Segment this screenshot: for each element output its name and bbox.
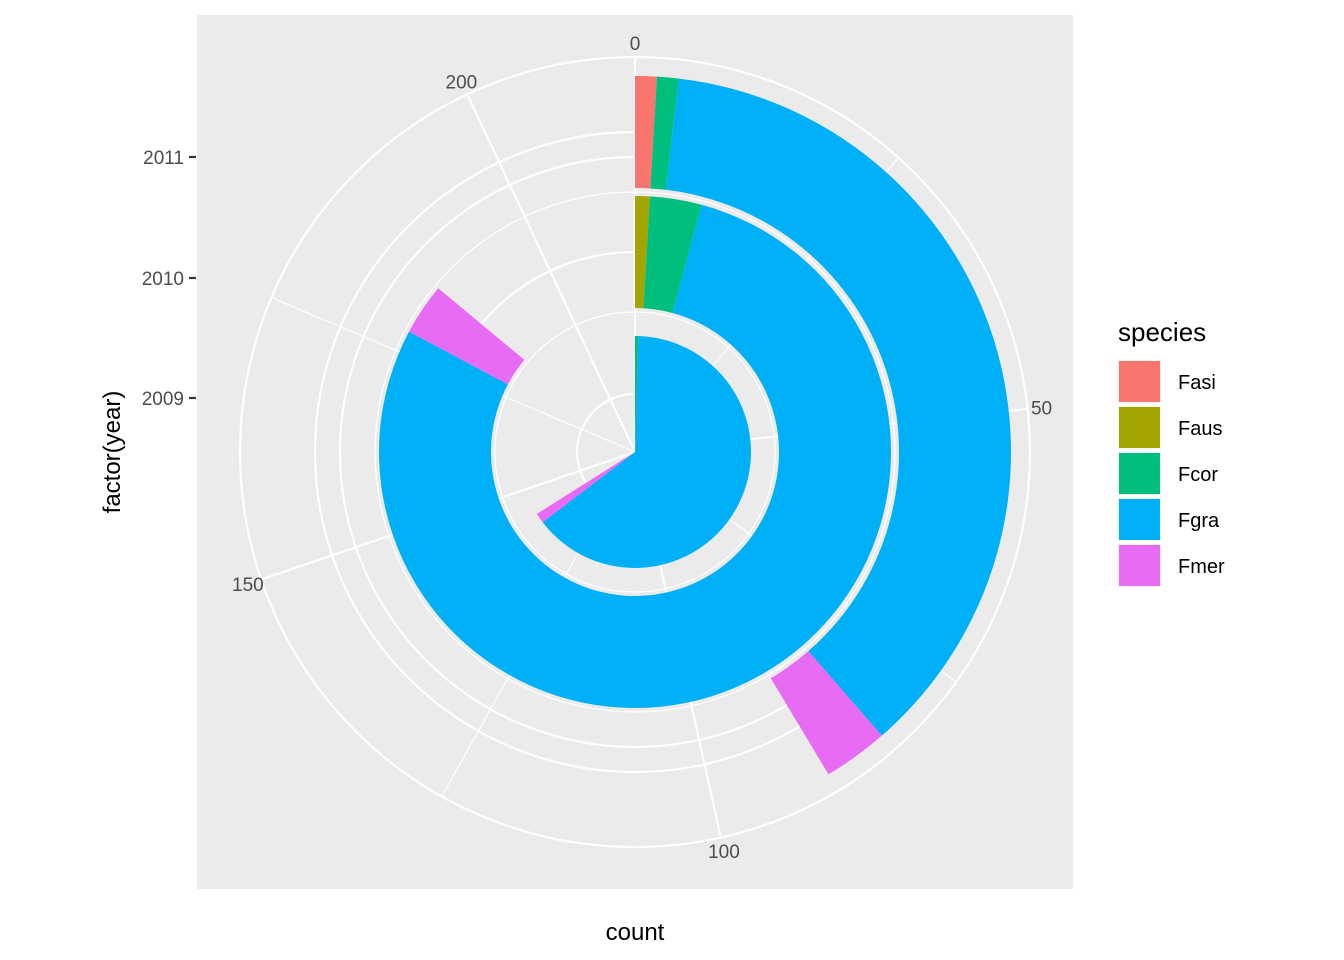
- bar-Fcor-2010: [643, 196, 702, 313]
- bar-Fmer-2010: [409, 288, 525, 385]
- angle-tick-label: 0: [630, 34, 641, 55]
- legend: species Fasi Faus Fcor Fgra Fmer: [1118, 317, 1225, 587]
- legend-label-Faus: Faus: [1178, 418, 1222, 440]
- legend-label-Fasi: Fasi: [1178, 372, 1216, 394]
- grid-spoke: [466, 93, 636, 453]
- angle-tick-label: 200: [446, 73, 478, 94]
- legend-swatch-Fgra: [1119, 499, 1160, 540]
- bar-Faus-2010: [635, 196, 650, 309]
- legend-swatch-Fasi: [1119, 361, 1160, 402]
- bar-Fmer-2009: [536, 452, 635, 523]
- y-tick-label: 2010: [142, 269, 184, 290]
- angle-tick-label: 150: [232, 575, 264, 596]
- legend-label-Fmer: Fmer: [1178, 556, 1225, 578]
- bar-Fgra-2009: [542, 336, 751, 568]
- bar-Fcor-2011: [650, 76, 679, 190]
- angle-tick-label: 50: [1031, 398, 1052, 419]
- y-tick-label: 2011: [143, 148, 184, 169]
- bar-Fcor-2009: [635, 336, 639, 452]
- legend-swatch-Fcor: [1119, 453, 1160, 494]
- legend-swatch-Faus: [1119, 407, 1160, 448]
- bar-Fmer-2011: [770, 651, 882, 775]
- bar-Fgra-2011: [665, 78, 1011, 736]
- angle-tick-label: 100: [708, 842, 740, 863]
- legend-title: species: [1118, 317, 1206, 347]
- y-tick-label: 2009: [142, 389, 184, 410]
- legend-items: Fasi Faus Fcor Fgra Fmer: [1118, 360, 1225, 587]
- bar-Fasi-2011: [635, 76, 657, 189]
- legend-label-Fcor: Fcor: [1178, 464, 1218, 486]
- radial-axis: 2009 2010 2011: [142, 148, 196, 410]
- angle-ticks: 0 50 100 150 200: [232, 34, 1052, 863]
- bars-layer: [378, 76, 1011, 775]
- x-axis-title: count: [606, 919, 665, 946]
- y-axis-title: factor(year): [99, 391, 126, 514]
- legend-label-Fgra: Fgra: [1178, 510, 1220, 532]
- legend-swatch-Fmer: [1119, 545, 1160, 586]
- bar-Fgra-2010: [378, 204, 891, 709]
